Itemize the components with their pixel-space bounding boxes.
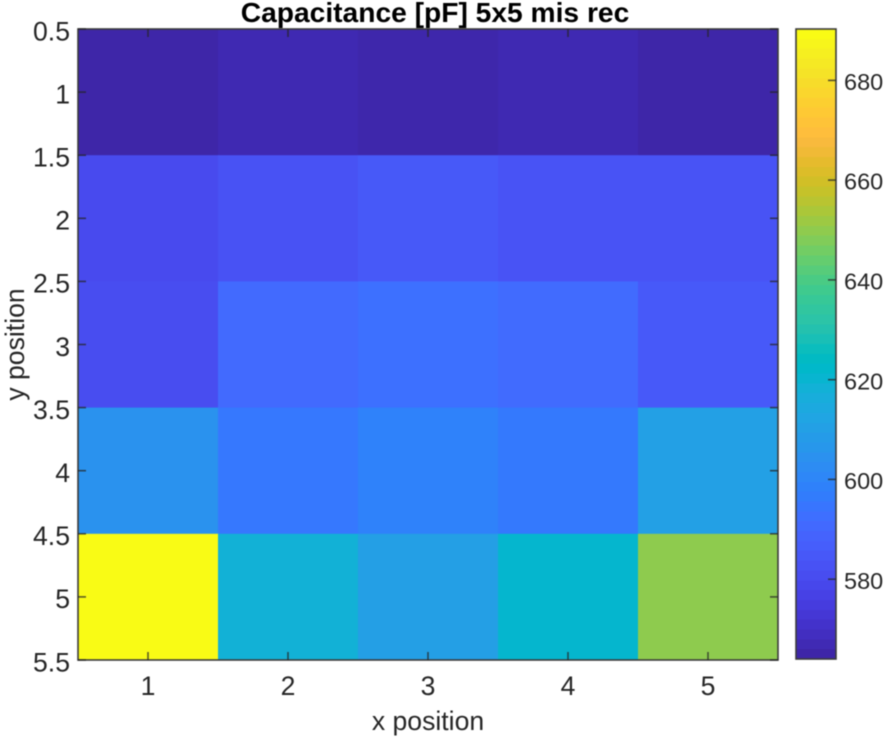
svg-text:5: 5	[701, 671, 716, 701]
svg-text:620: 620	[844, 368, 883, 394]
svg-text:0.5: 0.5	[33, 16, 70, 46]
svg-text:1: 1	[55, 79, 70, 109]
svg-text:3.5: 3.5	[33, 395, 70, 425]
svg-text:4: 4	[561, 671, 576, 701]
svg-text:600: 600	[844, 468, 883, 494]
svg-text:3: 3	[55, 332, 70, 362]
svg-text:1: 1	[141, 671, 156, 701]
svg-text:580: 580	[844, 568, 883, 594]
svg-text:2.5: 2.5	[33, 269, 70, 299]
svg-text:680: 680	[844, 69, 883, 95]
svg-text:2: 2	[281, 671, 296, 701]
svg-text:5.5: 5.5	[33, 647, 70, 677]
svg-text:640: 640	[844, 269, 883, 295]
svg-text:y position: y position	[0, 288, 30, 400]
svg-text:5: 5	[55, 584, 70, 614]
svg-text:2: 2	[55, 206, 70, 236]
svg-text:3: 3	[421, 671, 436, 701]
svg-text:Capacitance [pF] 5x5 mis rec: Capacitance [pF] 5x5 mis rec	[241, 0, 630, 28]
svg-text:1.5: 1.5	[33, 143, 70, 173]
svg-text:4.5: 4.5	[33, 521, 70, 551]
svg-text:660: 660	[844, 169, 883, 195]
svg-text:4: 4	[55, 458, 70, 488]
svg-text:x position: x position	[372, 706, 484, 736]
